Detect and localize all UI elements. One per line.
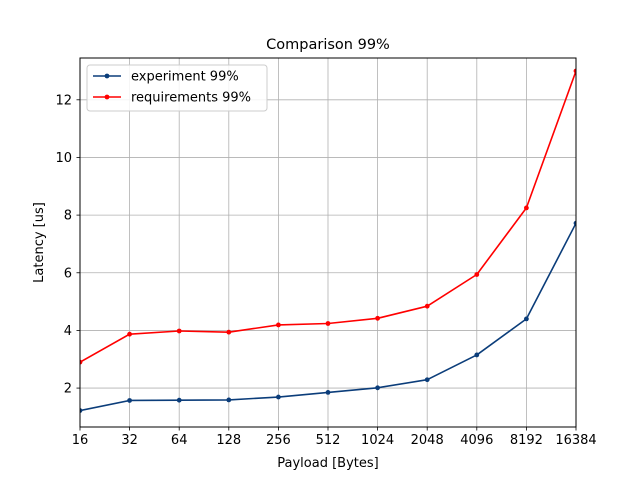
data-point [226,397,232,403]
data-point [80,408,83,413]
x-tick-label: 8192 [510,433,543,448]
y-tick-label: 4 [64,324,72,339]
x-tick-label: 64 [171,433,188,448]
data-point [375,315,380,321]
data-point [127,398,132,403]
data-point [573,68,576,74]
x-tick-label: 16 [72,433,89,448]
y-tick-label: 10 [55,151,72,166]
series-1 [80,220,576,413]
data-point [474,272,480,277]
data-point [573,220,576,226]
data-point [276,322,281,328]
data-point [127,331,132,337]
legend-marker [104,73,110,79]
legend-label: experiment 99% [131,70,239,85]
data-point [375,385,380,391]
y-tick-label: 6 [64,266,72,281]
data-point [276,394,281,400]
data-point [325,321,331,326]
x-tick-label: 1024 [361,433,394,448]
legend-label: requirements 99% [131,91,251,106]
data-point [474,352,480,358]
chart-title: Comparison 99% [266,37,390,53]
data-point [424,377,430,383]
data-point [176,328,182,334]
data-point [80,359,83,365]
x-tick-label: 16384 [555,433,596,448]
x-tick-label: 4096 [460,433,493,448]
y-axis-label: Latency [us] [32,202,47,283]
y-tick-label: 2 [64,382,72,397]
legend: experiment 99% requirements 99% [86,64,268,112]
x-tick-label: 256 [266,433,291,448]
x-tick-label: 128 [216,433,241,448]
y-tick-label: 8 [64,209,72,224]
data-point [524,205,529,211]
series-2 [80,68,576,365]
x-tick-label: 32 [121,433,138,448]
series-layer [80,68,576,413]
y-tick-label: 12 [55,93,72,108]
data-point [524,316,529,322]
axis-ticks: 16 32 64 128 256 512 1024 2048 4096 8192 16384 2 4 6 8… [55,93,596,448]
x-tick-label: 512 [316,433,341,448]
data-point [226,329,232,335]
x-tick-label: 2048 [411,433,444,448]
legend-box [86,64,268,112]
data-point [424,303,430,309]
data-point [325,390,331,395]
data-point [176,397,182,403]
x-axis-label: Payload [Bytes] [277,456,378,471]
legend-marker [104,94,110,100]
